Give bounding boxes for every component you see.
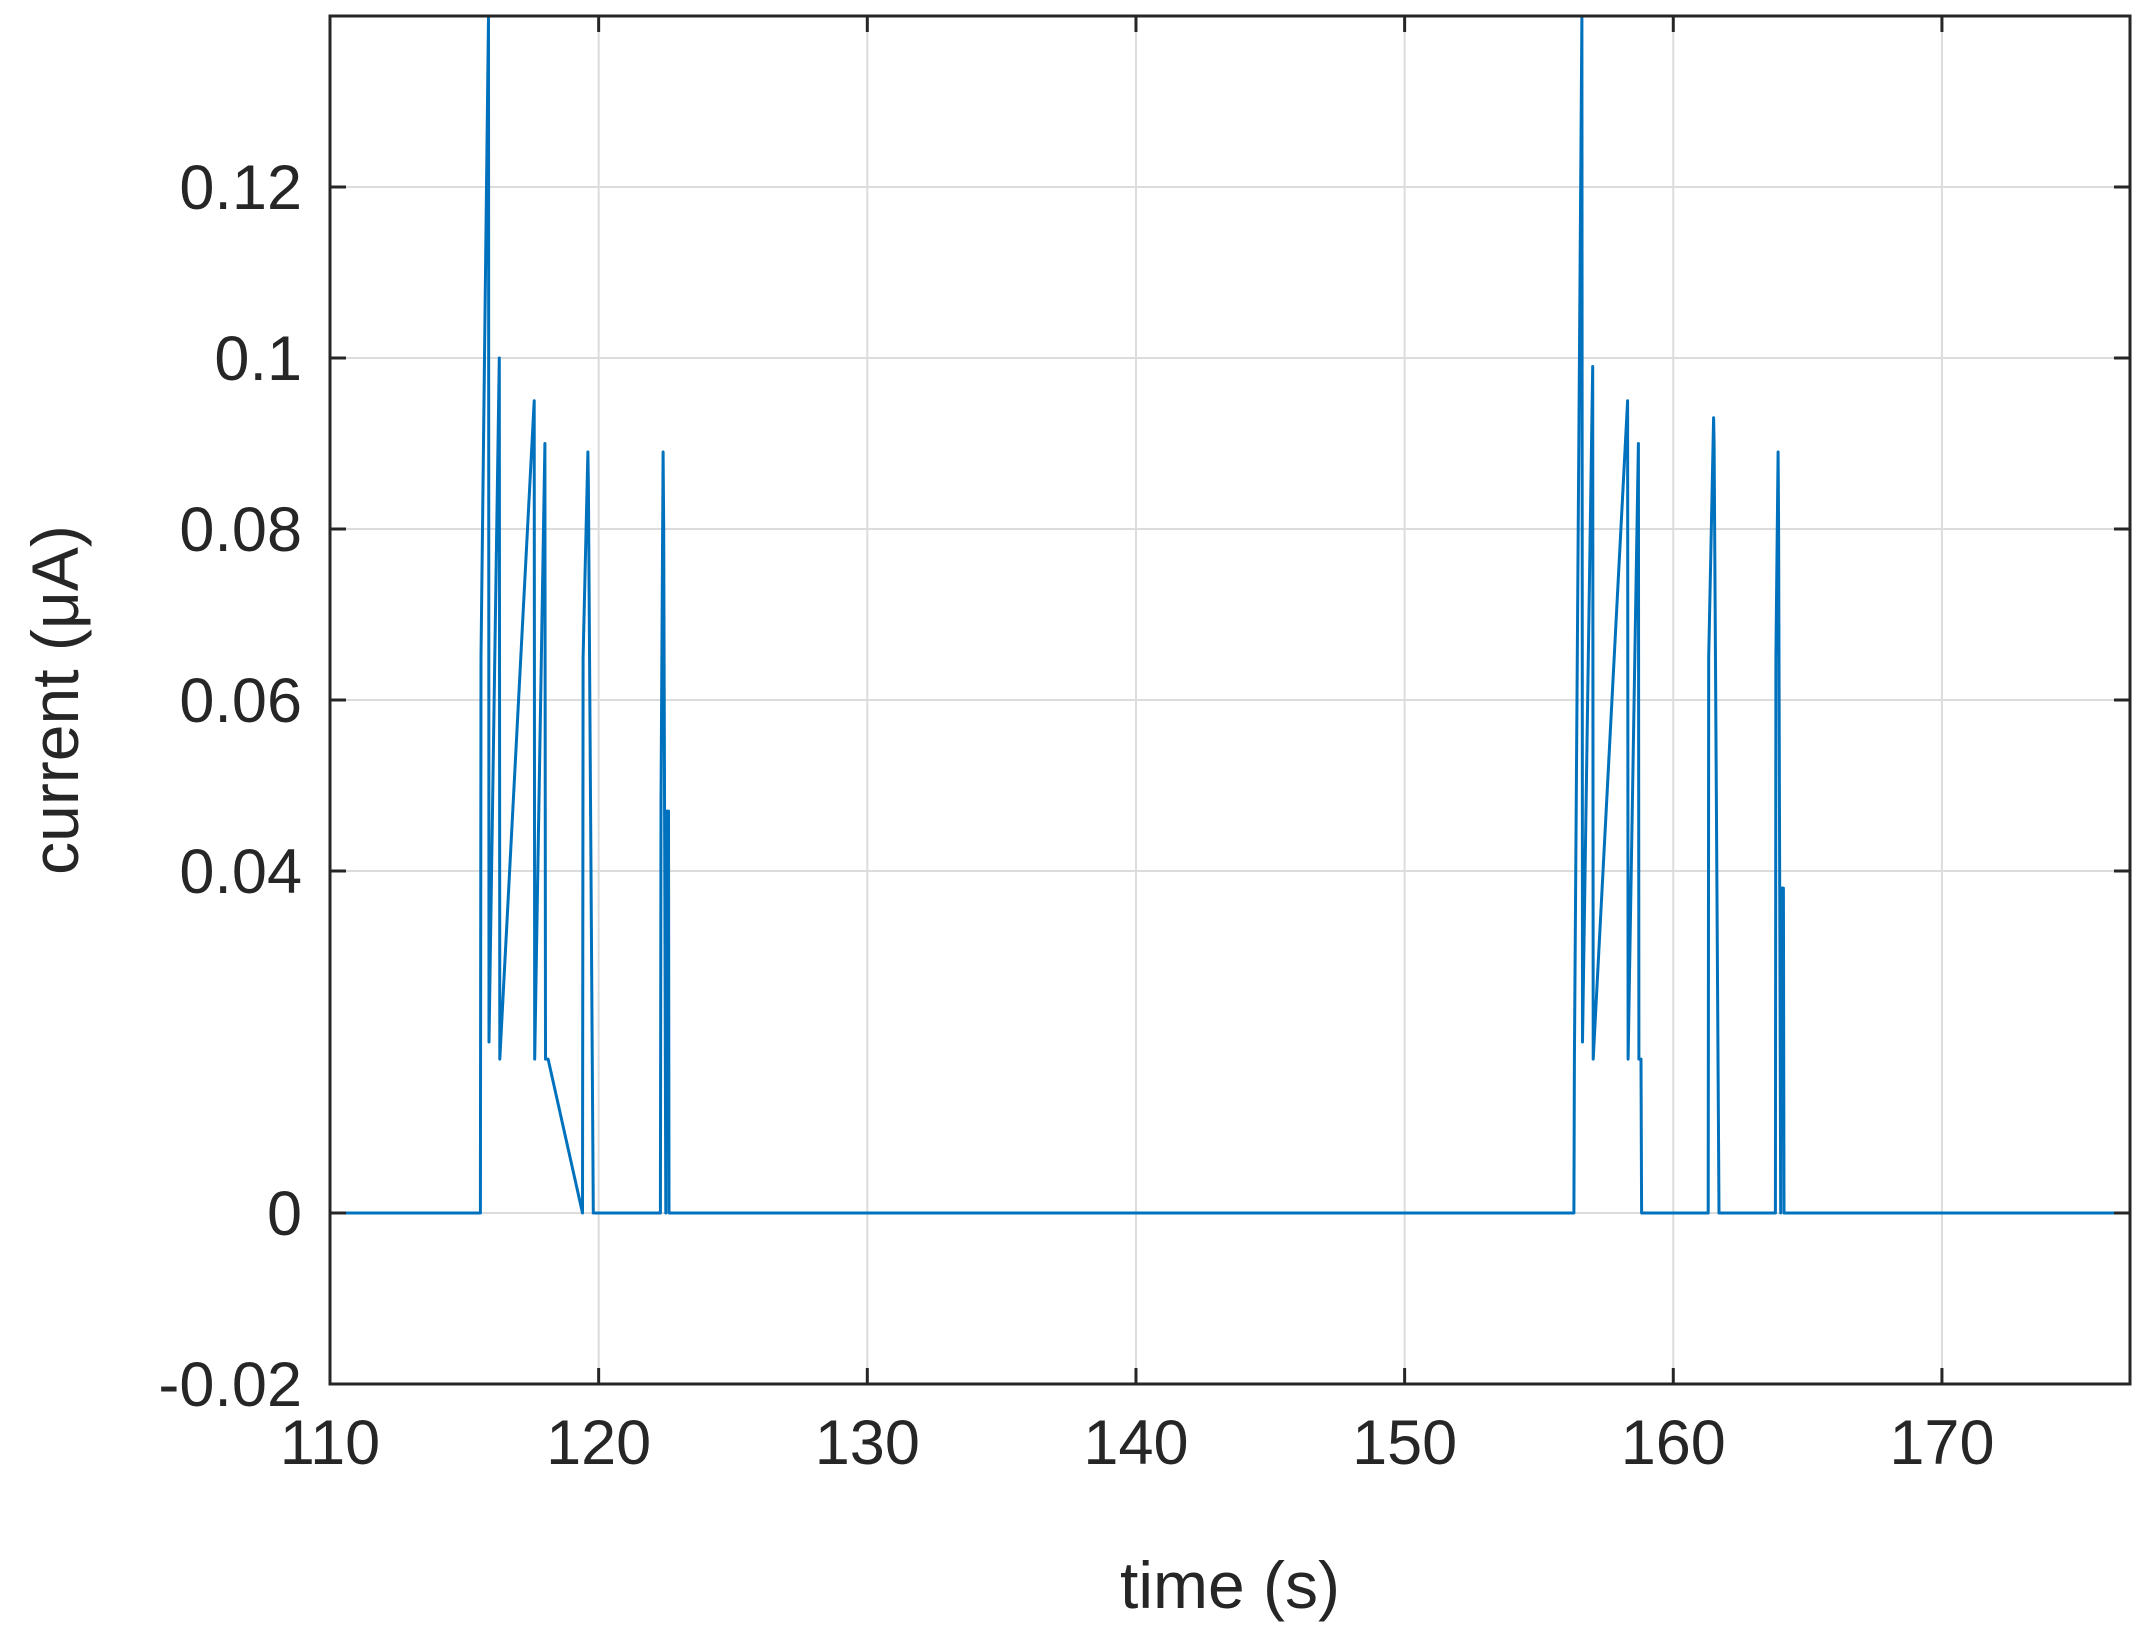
x-tick-labels: 110 120 130 140 150 160 170 [280, 1408, 1995, 1478]
y-axis-title: current (μA) [18, 525, 92, 875]
y-tick-label: 0.04 [179, 837, 302, 907]
series-group [330, 14, 2130, 1215]
y-tick-label: -0.02 [158, 1350, 302, 1420]
x-tick-label: 140 [1083, 1408, 1188, 1478]
tick-marks [328, 16, 2130, 1386]
y-tick-label: 0 [267, 1179, 302, 1249]
y-tick-label: 0.12 [179, 153, 302, 223]
y-tick-label: 0.08 [179, 495, 302, 565]
series-line [330, 14, 2130, 1215]
y-tick-label: 0.1 [214, 324, 302, 394]
x-tick-label: 120 [546, 1408, 651, 1478]
x-tick-label: 150 [1352, 1408, 1457, 1478]
x-axis-title: time (s) [1120, 1548, 1340, 1622]
x-tick-label: 130 [815, 1408, 920, 1478]
y-tick-label: 0.06 [179, 666, 302, 736]
x-tick-label: 170 [1889, 1408, 1994, 1478]
y-tick-labels: -0.02 0 0.04 0.06 0.08 0.1 0.12 [158, 153, 302, 1420]
x-tick-label: 160 [1621, 1408, 1726, 1478]
x-tick-label: 110 [280, 1408, 380, 1478]
